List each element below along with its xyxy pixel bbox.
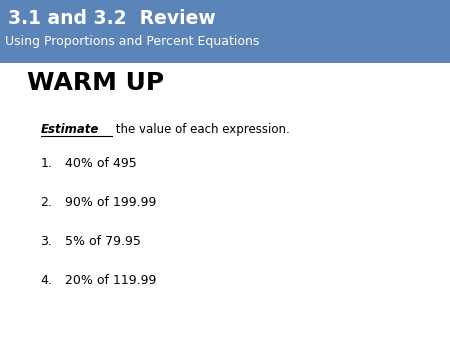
Text: Using Proportions and Percent Equations: Using Proportions and Percent Equations	[5, 35, 260, 48]
Text: 40% of 495: 40% of 495	[65, 157, 137, 170]
Text: 20% of 119.99: 20% of 119.99	[65, 274, 157, 287]
Text: the value of each expression.: the value of each expression.	[112, 123, 290, 136]
FancyBboxPatch shape	[0, 0, 450, 63]
Text: 90% of 199.99: 90% of 199.99	[65, 196, 157, 209]
Text: Estimate: Estimate	[40, 123, 99, 136]
Text: 3.: 3.	[40, 235, 52, 248]
Text: 3.1 and 3.2  Review: 3.1 and 3.2 Review	[8, 9, 216, 28]
Text: 1.: 1.	[40, 157, 52, 170]
Text: 4.: 4.	[40, 274, 52, 287]
Text: 5% of 79.95: 5% of 79.95	[65, 235, 141, 248]
Text: 2.: 2.	[40, 196, 52, 209]
Text: WARM UP: WARM UP	[27, 71, 164, 95]
